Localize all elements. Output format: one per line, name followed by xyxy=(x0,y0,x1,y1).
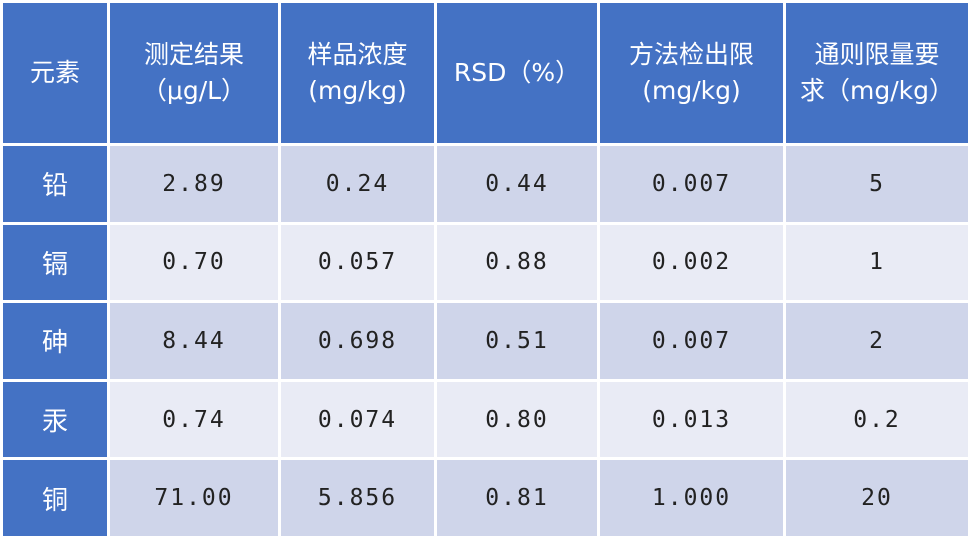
element-cell: 铜 xyxy=(0,457,110,539)
value-cell: 0.013 xyxy=(597,378,786,461)
value-cell: 0.88 xyxy=(434,221,600,304)
value-cell: 2.89 xyxy=(107,143,281,225)
value-cell: 0.057 xyxy=(278,221,437,304)
value-cell: 0.074 xyxy=(278,378,437,461)
table-row: 铅 2.89 0.24 0.44 0.007 5 xyxy=(0,143,968,225)
header-cell: 方法检出限 (mg/kg) xyxy=(597,0,786,146)
value-cell: 0.24 xyxy=(278,143,437,225)
value-cell: 0.2 xyxy=(783,378,968,461)
header-row: 元素 测定结果 （μg/L） 样品浓度 (mg/kg) RSD（%） 方法检出限 (mg… xyxy=(0,0,968,146)
value-cell: 1.000 xyxy=(597,457,786,539)
table-row: 汞 0.74 0.074 0.80 0.013 0.2 xyxy=(0,378,968,461)
value-cell: 1 xyxy=(783,221,968,304)
value-cell: 0.80 xyxy=(434,378,600,461)
value-cell: 0.698 xyxy=(278,300,437,382)
value-cell: 2 xyxy=(783,300,968,382)
element-cell: 砷 xyxy=(0,300,110,382)
value-cell: 0.44 xyxy=(434,143,600,225)
table-body: 铅 2.89 0.24 0.44 0.007 5 镉 0.70 0.057 0.88 0.002 1 砷… xyxy=(0,143,968,539)
header-cell: 元素 xyxy=(0,0,110,146)
value-cell: 5 xyxy=(783,143,968,225)
value-cell: 0.51 xyxy=(434,300,600,382)
value-cell: 71.00 xyxy=(107,457,281,539)
header-cell: RSD（%） xyxy=(434,0,600,146)
header-cell: 测定结果 （μg/L） xyxy=(107,0,281,146)
element-cell: 铅 xyxy=(0,143,110,225)
header-cell: 样品浓度 (mg/kg) xyxy=(278,0,437,146)
value-cell: 0.007 xyxy=(597,300,786,382)
table-row: 镉 0.70 0.057 0.88 0.002 1 xyxy=(0,221,968,304)
value-cell: 20 xyxy=(783,457,968,539)
table-row: 铜 71.00 5.856 0.81 1.000 20 xyxy=(0,457,968,539)
value-cell: 0.74 xyxy=(107,378,281,461)
header-cell: 通则限量要 求（mg/kg） xyxy=(783,0,968,146)
value-cell: 0.70 xyxy=(107,221,281,304)
value-cell: 0.81 xyxy=(434,457,600,539)
element-cell: 汞 xyxy=(0,378,110,461)
value-cell: 0.007 xyxy=(597,143,786,225)
value-cell: 0.002 xyxy=(597,221,786,304)
value-cell: 5.856 xyxy=(278,457,437,539)
table-row: 砷 8.44 0.698 0.51 0.007 2 xyxy=(0,300,968,382)
value-cell: 8.44 xyxy=(107,300,281,382)
element-cell: 镉 xyxy=(0,221,110,304)
